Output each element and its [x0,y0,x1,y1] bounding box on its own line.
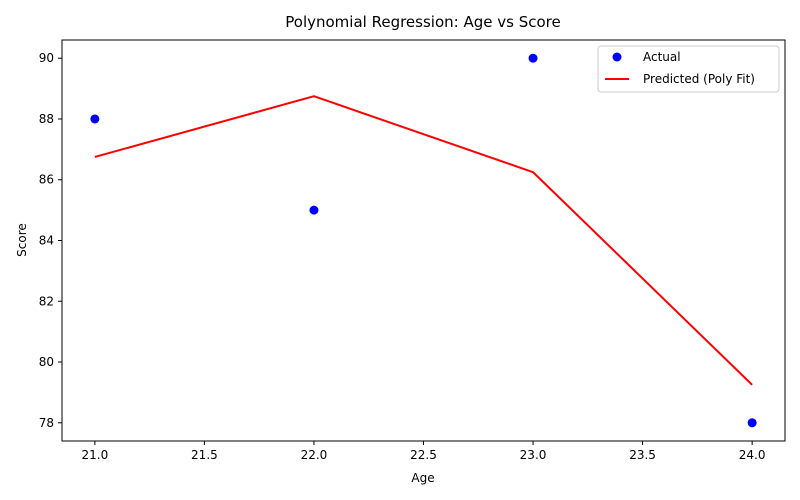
x-tick-label: 23.5 [629,448,656,462]
x-axis-ticks: 21.0 21.5 22.0 22.5 23.0 23.5 24.0 [82,441,766,462]
x-axis-title: Age [411,471,434,485]
actual-point [747,418,757,428]
actual-point [309,205,319,215]
y-tick-label: 84 [39,234,54,248]
y-tick-label: 86 [39,173,54,187]
x-tick-label: 24.0 [739,448,766,462]
legend: Actual Predicted (Poly Fit) [597,45,780,93]
plot-frame [61,39,786,442]
x-tick-label: 22.5 [410,448,437,462]
y-axis-ticks: 78 80 82 84 86 88 90 [39,51,62,430]
y-tick-label: 88 [39,112,54,126]
predicted-line [94,95,753,386]
series-layer [90,53,757,428]
y-tick-label: 90 [39,51,54,65]
actual-point [528,53,538,63]
y-axis-title: Score [15,223,29,257]
legend-actual-label: Actual [643,50,681,64]
x-tick-label: 22.0 [301,448,328,462]
x-tick-label: 23.0 [520,448,547,462]
legend-box [597,45,780,93]
x-tick-label: 21.0 [82,448,109,462]
actual-point [90,114,100,124]
x-tick-label: 21.5 [191,448,218,462]
legend-actual-marker [612,52,622,62]
chart-title: Polynomial Regression: Age vs Score [285,13,560,31]
y-tick-label: 80 [39,355,54,369]
y-tick-label: 78 [39,416,54,430]
plot-area: 21.0 21.5 22.0 22.5 23.0 23.5 24.0 78 80 82 84 86 8… [39,39,786,462]
legend-predicted-label: Predicted (Poly Fit) [643,72,755,86]
y-tick-label: 82 [39,294,54,308]
